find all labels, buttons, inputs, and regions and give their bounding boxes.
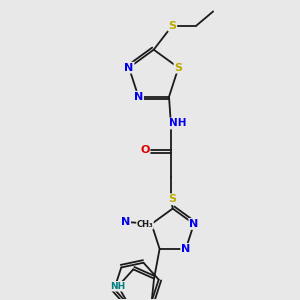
Text: N: N: [124, 63, 134, 73]
Text: S: S: [168, 20, 176, 31]
Text: CH₃: CH₃: [137, 220, 153, 229]
Text: N: N: [121, 217, 130, 227]
Text: NH: NH: [169, 118, 186, 128]
Text: S: S: [174, 63, 182, 73]
Text: N: N: [181, 244, 190, 254]
Text: N: N: [189, 219, 199, 229]
Text: S: S: [169, 194, 177, 204]
Text: N: N: [134, 92, 143, 102]
Text: NH: NH: [110, 282, 126, 291]
Text: O: O: [140, 145, 149, 155]
